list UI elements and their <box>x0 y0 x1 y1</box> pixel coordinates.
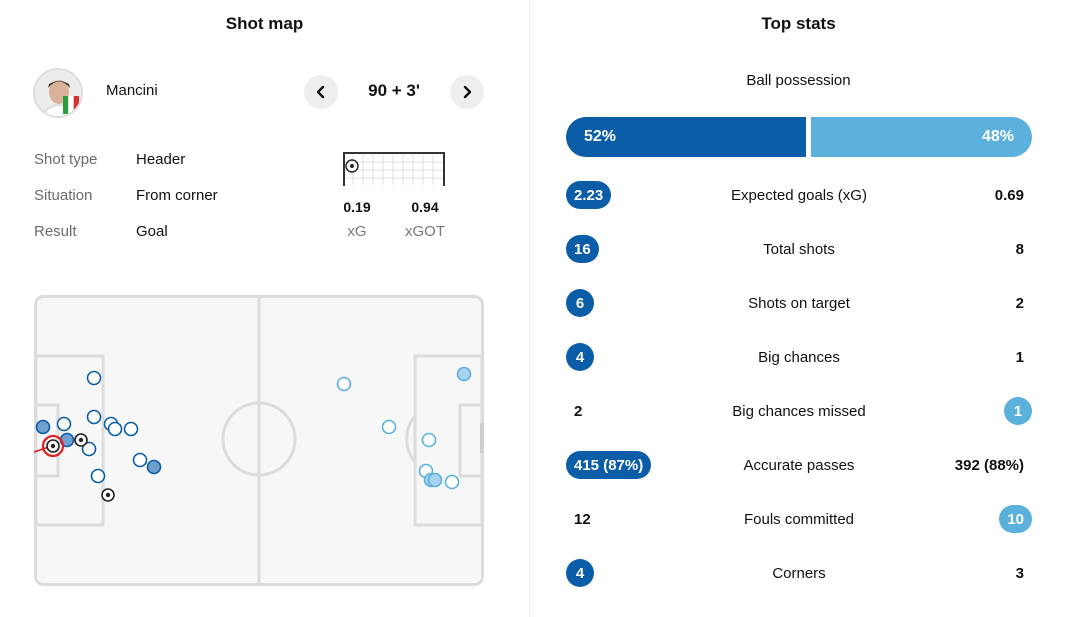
shot-marker <box>146 459 162 475</box>
goal-ball-icon <box>74 433 88 447</box>
stat-away-value: 3 <box>1016 559 1032 587</box>
stat-row: Total shots 16 8 <box>566 235 1032 263</box>
stat-row: Accurate passes 415 (87%) 392 (88%) <box>566 451 1032 479</box>
shot-map-panel: Shot map Mancini 90 + 3' Shot type Heade… <box>0 0 530 617</box>
stat-row: Fouls committed 12 10 <box>566 505 1032 533</box>
next-shot-button[interactable] <box>450 75 484 109</box>
stat-home-text: 2.23 <box>566 181 612 209</box>
stat-home-value: 2 <box>566 397 582 425</box>
shot-marker <box>456 366 472 382</box>
possession-home: 52% <box>566 117 806 157</box>
stat-row: Big chances missed 2 1 <box>566 397 1032 425</box>
stat-label: Big chances missed <box>732 402 866 420</box>
stat-label: Expected goals (xG) <box>731 186 867 204</box>
stat-away-text: 2 <box>1015 294 1024 312</box>
stat-away-text: 0.69 <box>994 186 1024 204</box>
stat-row: Expected goals (xG) 2.23 0.69 <box>566 181 1032 209</box>
goal-frame-icon <box>343 152 445 186</box>
stat-home-text: 16 <box>566 235 599 263</box>
shot-map-title: Shot map <box>225 14 304 33</box>
possession-bar: 52% 48% <box>566 117 1032 157</box>
stat-label: Total shots <box>763 240 835 258</box>
stat-away-value: 2 <box>1016 289 1032 317</box>
stat-away-text: 1 <box>1004 397 1032 425</box>
chevron-right-icon <box>463 85 472 99</box>
result-value: Goal <box>136 223 168 240</box>
stat-away-text: 392 (88%) <box>954 456 1024 474</box>
xg-value: 0.19 <box>343 199 371 215</box>
xgot-value: 0.94 <box>411 199 439 215</box>
stat-home-text: 4 <box>566 559 594 587</box>
previous-shot-button[interactable] <box>304 75 338 109</box>
stat-home-text: 415 (87%) <box>566 451 652 479</box>
shot-marker <box>107 421 123 437</box>
shot-marker <box>56 416 72 432</box>
shot-marker <box>421 432 437 448</box>
shot-marker <box>381 419 397 435</box>
stat-away-text: 1 <box>1015 348 1024 366</box>
shot-marker <box>35 419 51 435</box>
situation-value: From corner <box>136 187 218 204</box>
stat-home-text: 2 <box>574 402 583 420</box>
stat-home-value: 16 <box>566 235 599 263</box>
stat-away-value: 8 <box>1016 235 1032 263</box>
stat-away-text: 10 <box>999 505 1032 533</box>
possession-away: 48% <box>811 117 1032 157</box>
stat-label: Accurate passes <box>743 456 855 474</box>
stat-row: Big chances 4 1 <box>566 343 1032 371</box>
top-stats-panel: Top stats Ball possession 52% 48% Expect… <box>531 0 1066 617</box>
stat-label: Corners <box>772 564 826 582</box>
situation-label: Situation <box>34 187 93 204</box>
top-stats-title: Top stats <box>761 14 836 33</box>
shot-marker <box>444 474 460 490</box>
player-avatar <box>33 68 83 118</box>
italy-flag-icon <box>63 96 79 114</box>
away-shot-markers <box>336 366 472 490</box>
stat-home-value: 415 (87%) <box>566 451 652 479</box>
stat-home-value: 12 <box>566 505 591 533</box>
stat-home-value: 2.23 <box>566 181 612 209</box>
shot-marker <box>336 376 352 392</box>
shot-marker <box>132 452 148 468</box>
stat-away-value: 0.69 <box>995 181 1032 209</box>
possession-label: Ball possession <box>746 72 851 89</box>
stat-label: Fouls committed <box>743 510 855 528</box>
xgot-label: xGOT <box>405 223 445 240</box>
goal-ball-icon <box>101 488 115 502</box>
shot-marker <box>86 409 102 425</box>
stat-away-value: 1 <box>1004 397 1032 425</box>
shot-map-pitch <box>34 295 484 586</box>
shot-marker <box>427 472 443 488</box>
shot-marker <box>81 441 97 457</box>
stat-away-value: 392 (88%) <box>955 451 1032 479</box>
stat-home-text: 12 <box>574 510 591 528</box>
xg-label: xG <box>347 223 367 240</box>
stat-home-text: 4 <box>566 343 594 371</box>
selected-shot-marker[interactable] <box>34 434 65 458</box>
stat-row: Corners 4 3 <box>566 559 1032 587</box>
stat-home-value: 6 <box>566 289 594 317</box>
stat-home-value: 4 <box>566 343 594 371</box>
home-shot-markers <box>35 370 162 484</box>
stat-away-value: 1 <box>1016 343 1032 371</box>
stat-home-value: 4 <box>566 559 594 587</box>
stat-label: Shots on target <box>748 294 850 312</box>
chevron-left-icon <box>316 85 325 99</box>
shot-marker <box>90 468 106 484</box>
shot-marker <box>86 370 102 386</box>
stat-row: Shots on target 6 2 <box>566 289 1032 317</box>
shot-marker <box>123 421 139 437</box>
stat-home-text: 6 <box>566 289 594 317</box>
result-label: Result <box>34 223 77 240</box>
goal-markers <box>74 433 115 502</box>
player-name[interactable]: Mancini <box>106 82 158 99</box>
shot-minute: 90 + 3' <box>368 81 420 100</box>
stat-label: Big chances <box>758 348 840 366</box>
stat-away-value: 10 <box>999 505 1032 533</box>
shot-type-label: Shot type <box>34 151 98 168</box>
stat-away-text: 8 <box>1015 240 1024 258</box>
stat-away-text: 3 <box>1015 564 1024 582</box>
shot-type-value: Header <box>136 151 186 168</box>
